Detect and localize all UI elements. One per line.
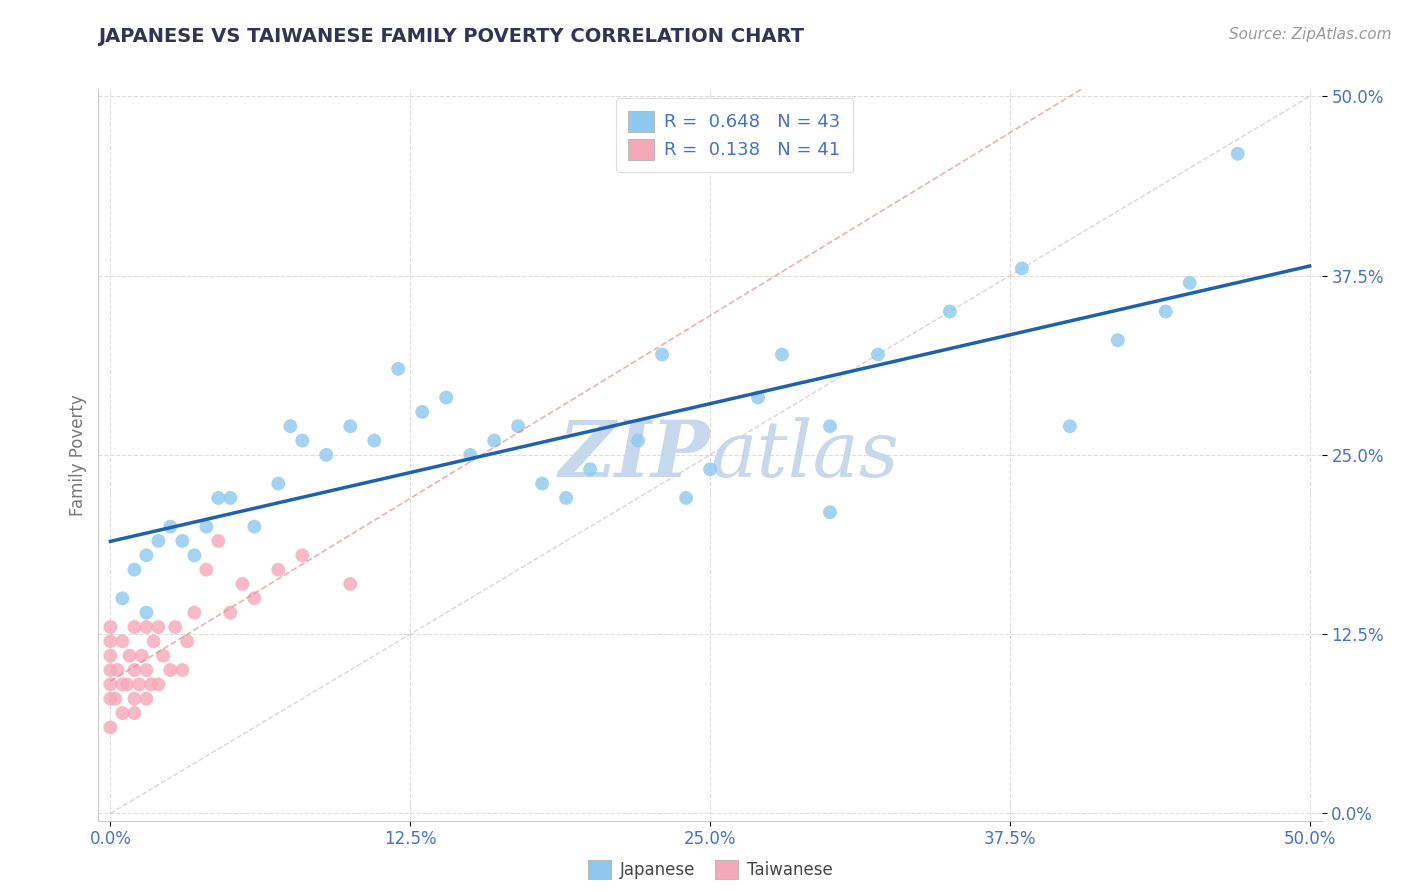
Point [100,691,122,706]
Point [219,491,242,505]
Point [100,720,122,734]
Point [124,706,146,720]
Point [152,648,174,663]
Point [100,634,122,648]
Point [1107,333,1129,347]
Point [183,606,205,620]
Point [124,620,146,634]
Point [411,405,433,419]
Point [124,663,146,677]
Point [1011,261,1033,276]
Point [104,691,127,706]
Point [207,533,229,548]
Point [339,577,361,591]
Text: ZIP: ZIP [558,417,710,493]
Point [131,648,153,663]
Point [124,563,146,577]
Point [172,663,194,677]
Point [135,620,157,634]
Point [939,304,962,318]
Point [141,677,163,691]
Point [1059,419,1081,434]
Point [508,419,530,434]
Point [165,620,187,634]
Point [278,419,301,434]
Point [267,476,290,491]
Point [207,491,229,505]
Point [100,620,122,634]
Point [118,648,141,663]
Point [115,677,138,691]
Point [231,577,253,591]
Point [1154,304,1177,318]
Point [770,347,793,361]
Point [482,434,505,448]
Point [675,491,697,505]
Point [142,634,165,648]
Point [111,677,134,691]
Point [111,706,134,720]
Point [291,549,314,563]
Legend: Japanese, Taiwanese: Japanese, Taiwanese [581,853,839,886]
Point [135,549,157,563]
Text: Source: ZipAtlas.com: Source: ZipAtlas.com [1229,27,1392,42]
Point [172,533,194,548]
Point [818,505,841,519]
Point [100,663,122,677]
Point [1178,276,1201,290]
Point [124,691,146,706]
Point [1226,146,1249,161]
Y-axis label: Family Poverty: Family Poverty [69,394,87,516]
Point [291,434,314,448]
Point [363,434,385,448]
Point [531,476,554,491]
Point [818,419,841,434]
Point [128,677,150,691]
Text: atlas: atlas [710,417,898,493]
Point [107,663,129,677]
Point [243,519,266,533]
Point [315,448,337,462]
Point [159,519,181,533]
Point [243,591,266,606]
Point [195,519,218,533]
Point [135,606,157,620]
Point [387,362,409,376]
Point [699,462,721,476]
Point [148,533,170,548]
Point [627,434,650,448]
Point [100,648,122,663]
Point [219,606,242,620]
Point [135,663,157,677]
Point [458,448,481,462]
Point [100,677,122,691]
Point [651,347,673,361]
Point [111,634,134,648]
Point [176,634,198,648]
Point [135,691,157,706]
Point [195,563,218,577]
Text: JAPANESE VS TAIWANESE FAMILY POVERTY CORRELATION CHART: JAPANESE VS TAIWANESE FAMILY POVERTY COR… [98,27,804,45]
Point [111,591,134,606]
Point [183,549,205,563]
Point [267,563,290,577]
Point [159,663,181,677]
Point [339,419,361,434]
Point [434,391,457,405]
Point [148,620,170,634]
Point [555,491,578,505]
Point [866,347,889,361]
Point [747,391,769,405]
Point [148,677,170,691]
Point [579,462,602,476]
